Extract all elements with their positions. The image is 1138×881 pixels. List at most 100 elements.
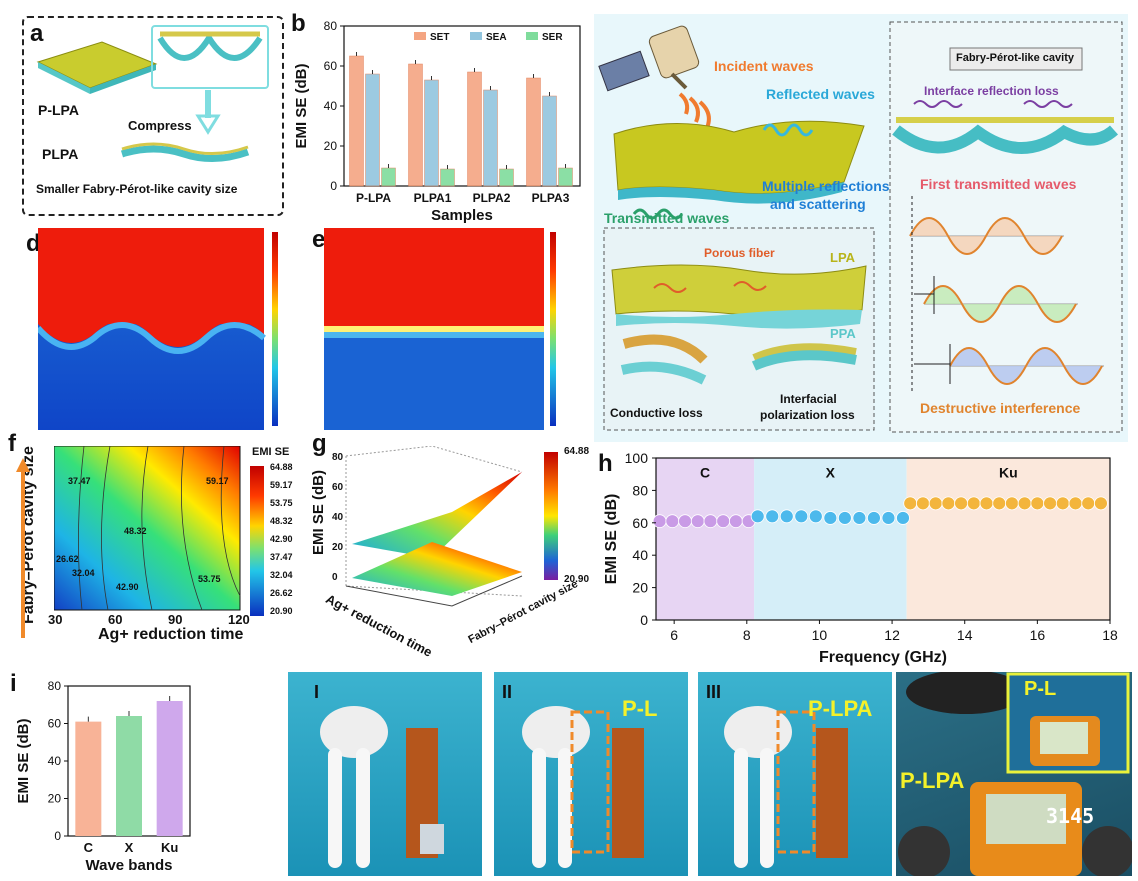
panel-label-f: f [8,430,16,457]
x-tick-label: PLPA2 [473,191,511,205]
f-x-tick-label: 30 [48,612,63,627]
data-point [992,496,1007,511]
photo-j-1: I [288,672,482,876]
g-colorbar-min: 20.90 [564,574,590,585]
f-colorbar-tick: 53.75 [270,498,293,508]
data-point [852,511,867,525]
y-axis-label: EMI SE (dB) [603,494,620,585]
panel-d-field-map [38,228,278,430]
g-z-tick-label: 80 [332,452,344,463]
legend-label: SEA [486,32,507,43]
panel-a: P-LPA Compress PLPA Smaller Fabry-Pérot-… [22,16,284,216]
label-multiple-reflections: Multiple reflections [762,178,890,194]
g-colorbar-max: 64.88 [564,446,590,457]
bar [558,167,573,187]
contour-label: 53.75 [198,574,221,584]
y-tick-label: 20 [48,792,62,806]
f-colorbar-tick: 64.88 [270,462,293,472]
y-tick-label: 60 [324,59,338,73]
label-interfacial: Interfacial [780,392,837,406]
label-conductive-loss: Conductive loss [610,406,703,420]
f-x-tick-label: 90 [168,612,183,627]
g-zticks: 80 60 40 20 0 [332,452,346,588]
x-tick-label: Ku [161,840,178,855]
chart-b: 0 20 40 60 80 P-LPA PLPA1 PLPA2 PLPA3 Samples EMI … [293,19,581,224]
data-point [954,496,968,511]
y-tick-label: 0 [330,179,337,193]
f-colorbar-tick: 26.62 [270,588,293,598]
data-point [867,511,881,525]
y-tick-label: 40 [48,754,62,768]
band-label: C [700,464,710,480]
label-fp-cavity-title: Fabry-Pérot-like cavity [956,52,1074,64]
caption-smaller-cavity: Smaller Fabry-Pérot-like cavity size [36,182,238,196]
data-point [903,496,918,511]
y-tick-label: 20 [324,139,338,153]
y-tick-label: 40 [324,99,338,113]
y-tick-label: 80 [48,679,62,693]
sine-wave-1 [909,217,1064,255]
x-tick-label: 8 [743,627,751,643]
label-p-lpa: P-LPA [38,102,79,118]
contour-label: 48.32 [124,526,147,536]
chart-h: C X Ku 0 20 40 60 80 100 6 8 10 12 14 16 18 Frequency (G… [603,450,1118,666]
contour-label: 42.90 [116,582,139,592]
band-region [656,458,755,620]
x-tick-label: 12 [884,627,900,643]
bar [483,89,498,187]
panel-label-e: e [312,226,326,253]
panel-label-b: b [291,10,306,37]
label-destructive-interference: Destructive interference [920,400,1081,416]
label-roman-1: I [314,682,320,702]
arrow-up-icon [16,458,30,638]
y-axis-label: EMI SE (dB) [293,63,310,148]
bar [408,63,423,187]
x-axis-label: Samples [431,207,493,224]
label-reflected-waves: Reflected waves [766,86,875,102]
f-colorbar-tick: 48.32 [270,516,293,526]
y-tick-label: 40 [632,547,648,563]
g-z-tick-label: 20 [332,542,344,553]
legend-label: SET [430,32,449,43]
panel-f: Fabry–Pérot cavity size EMI SE 64.88 59.1… [6,446,306,646]
legend-swatch [414,32,426,40]
x-tick-label: P-LPA [356,191,391,205]
data-point [652,514,667,529]
x-tick-label: 16 [1030,627,1046,643]
label-first-transmitted-waves: First transmitted waves [920,176,1077,192]
y-tick-label: 0 [54,829,61,843]
bar [440,168,455,187]
label-k-pl: P-L [1024,678,1057,700]
y-tick-label: 0 [640,612,648,628]
bar [467,71,482,187]
chart-i: 0 20 40 60 80 C X Ku Wave bands EMI SE (dB) [15,679,191,874]
label-g-zlabel: EMI SE (dB) [310,470,327,555]
data-point [881,511,896,525]
contour-label: 32.04 [72,568,95,578]
label-porous-fiber: Porous fiber [704,246,775,260]
panel-a-illustration [36,25,269,163]
label-roman-3: III [706,682,722,702]
data-point [823,511,838,525]
label-pl: P-L [622,696,658,721]
x-tick-label: 14 [957,627,973,643]
x-tick-label: PLPA1 [414,191,452,205]
data-point [765,509,780,524]
data-point [690,514,705,529]
bar [542,95,557,187]
data-point [703,514,718,529]
label-incident-waves: Incident waves [714,58,814,74]
data-point [716,514,731,529]
f-colorbar-tick: 32.04 [270,570,293,580]
panel-g: 64.88 20.90 EMI SE (dB) 80 60 40 20 0 Ag+ re… [310,445,596,664]
label-polarization-loss: polarization loss [760,408,855,422]
panel-c: Incident waves Reflected waves Multiple … [594,14,1128,442]
y-tick-label: 80 [324,19,338,33]
bar [424,79,439,187]
bar [156,701,183,836]
bar [75,721,102,836]
data-point [1017,496,1032,511]
band-label: Ku [999,464,1018,480]
label-scattering: and scattering [770,196,866,212]
g-z-tick-label: 0 [332,572,338,583]
